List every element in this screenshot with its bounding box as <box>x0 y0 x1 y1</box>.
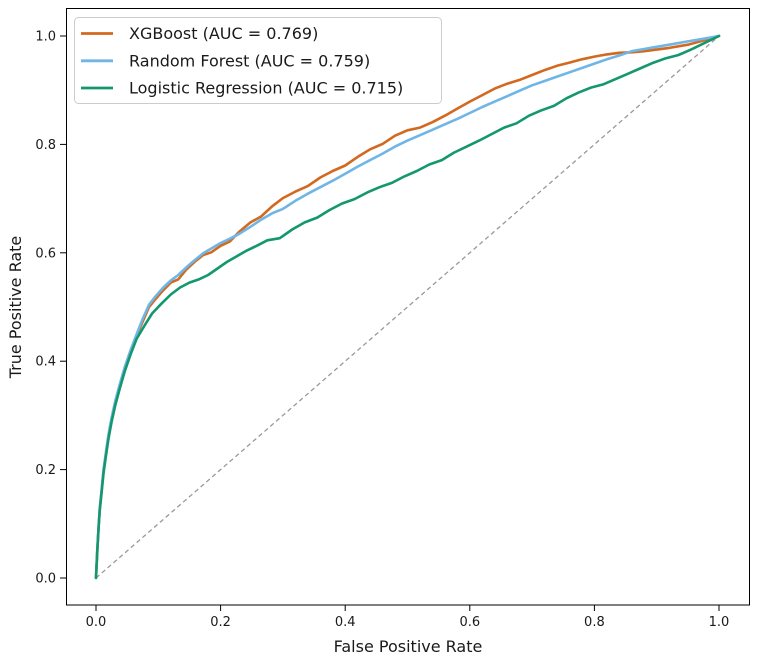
legend: XGBoost (AUC = 0.769) Random Forest (AUC… <box>74 17 442 104</box>
roc-curve-logistic-regression <box>94 34 721 580</box>
legend-item-logistic-regression: Logistic Regression (AUC = 0.715) <box>81 79 403 98</box>
x-tick-label: 0.0 <box>86 615 107 630</box>
roc-curves-layer <box>94 34 721 580</box>
y-axis-label: True Positive Rate <box>6 236 25 380</box>
legend-item-random-forest: Random Forest (AUC = 0.759) <box>81 51 370 70</box>
legend-item-xgboost: XGBoost (AUC = 0.769) <box>81 24 318 43</box>
chance-diagonal-line <box>95 35 720 579</box>
legend-label-random-forest: Random Forest (AUC = 0.759) <box>129 51 370 70</box>
plot-area <box>66 8 750 605</box>
x-tick-label: 0.4 <box>335 615 356 630</box>
chance-diagonal-layer <box>95 35 720 579</box>
legend-box <box>74 17 442 104</box>
x-axis-ticks: 0.0 0.2 0.4 0.6 0.8 1.0 <box>86 605 730 630</box>
y-tick-label: 0.6 <box>35 246 56 261</box>
x-tick-label: 0.8 <box>584 615 605 630</box>
x-tick-label: 0.6 <box>459 615 480 630</box>
y-tick-label: 0.4 <box>35 355 56 370</box>
legend-label-logistic-regression: Logistic Regression (AUC = 0.715) <box>129 79 403 98</box>
x-axis-label: False Positive Rate <box>334 637 483 656</box>
x-tick-label: 1.0 <box>709 615 730 630</box>
legend-label-xgboost: XGBoost (AUC = 0.769) <box>129 24 318 43</box>
y-tick-label: 1.0 <box>35 30 56 45</box>
y-tick-label: 0.2 <box>35 463 56 478</box>
x-tick-label: 0.2 <box>210 615 231 630</box>
y-tick-label: 0.0 <box>35 572 56 587</box>
y-axis-ticks: 0.0 0.2 0.4 0.6 0.8 1.0 <box>35 30 66 587</box>
y-tick-label: 0.8 <box>35 138 56 153</box>
axes-border <box>66 8 750 606</box>
